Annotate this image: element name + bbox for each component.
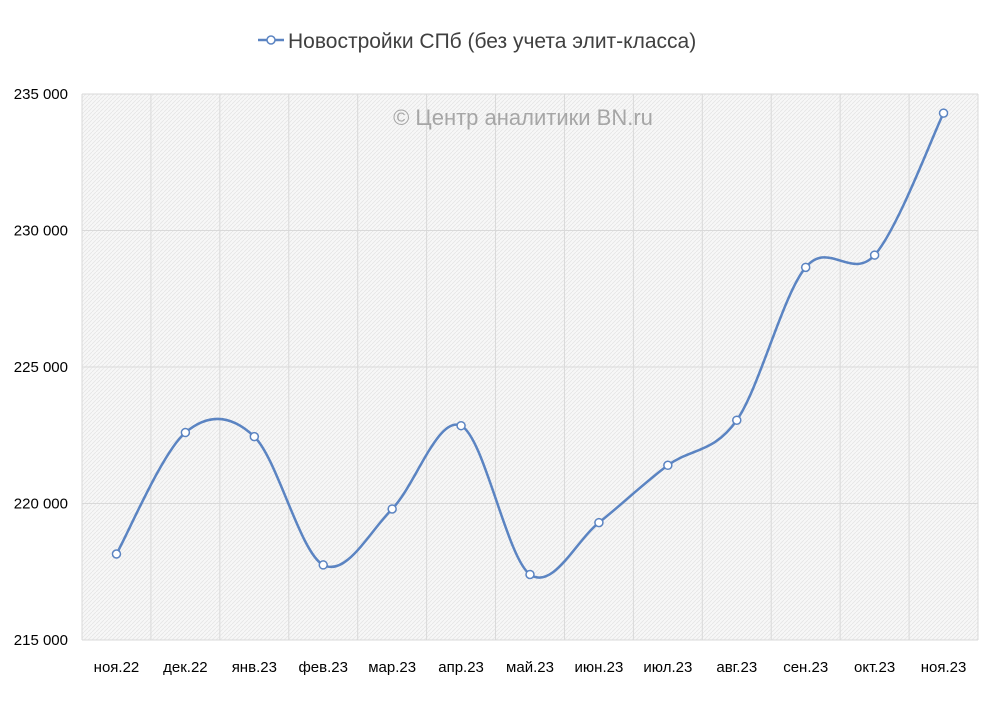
data-point-фев.23 [318,560,328,570]
x-tick-label: июл.23 [643,659,692,676]
y-tick-label: 220 000 [14,496,68,513]
x-tick-label: дек.22 [163,659,208,676]
data-point-мар.23 [387,504,397,514]
data-point-сен.23 [800,262,811,273]
x-tick-label: мар.23 [368,659,416,676]
y-tick-label: 225 000 [14,359,68,376]
y-axis: 215 000 220 000 225 000 230 000 235 000 [14,86,68,649]
data-point-апр.23 [456,420,466,431]
y-tick-label: 235 000 [14,86,68,103]
legend: Новостройки СПб (без учета элит-класса) [258,30,696,53]
x-tick-label: апр.23 [438,659,484,676]
data-point-май.23 [525,569,535,580]
y-tick-label: 215 000 [14,632,68,649]
data-point-июл.23 [663,460,673,471]
data-point-ноя.23 [938,108,949,118]
x-axis: ноя.22 дек.22 янв.23 фев.23 мар.23 апр.23 май.… [94,659,967,676]
y-tick-label: 230 000 [14,223,68,240]
watermark: © Центр аналитики BN.ru [393,105,653,130]
x-tick-label: ноя.22 [94,659,140,676]
data-point-ноя.22 [111,549,122,559]
data-point-окт.23 [869,250,880,260]
data-point-янв.23 [249,431,260,442]
data-point-авг.23 [732,415,742,425]
data-point-июн.23 [594,517,604,528]
x-tick-label: сен.23 [783,659,828,676]
x-tick-label: май.23 [506,659,554,676]
x-tick-label: янв.23 [232,659,277,676]
legend-marker-icon [266,35,276,45]
x-tick-label: июн.23 [575,659,624,676]
data-point-дек.22 [180,427,191,438]
x-tick-label: окт.23 [854,659,895,676]
legend-label: Новостройки СПб (без учета элит-класса) [288,30,696,53]
x-tick-label: ноя.23 [921,659,967,676]
x-tick-label: фев.23 [298,659,348,676]
data-points [111,108,949,580]
x-tick-label: авг.23 [716,659,757,676]
